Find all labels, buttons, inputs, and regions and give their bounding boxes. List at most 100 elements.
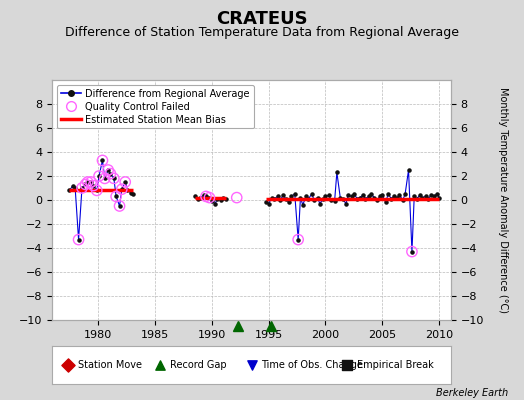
Point [222,196,231,202]
Point [216,197,225,203]
Point [393,194,401,201]
Point [370,194,379,201]
Point [66,187,74,194]
Point [115,203,124,209]
Point [333,169,341,176]
Point [285,199,293,206]
Point [87,179,95,185]
Point [101,175,109,182]
Point [339,196,347,202]
Point [384,191,392,197]
Text: Time of Obs. Change: Time of Obs. Change [261,360,363,370]
Point [313,194,322,201]
Point [399,197,407,203]
Point [353,196,362,202]
Point [319,196,328,202]
Point [83,179,92,185]
Point [106,170,115,177]
Text: CRATEUS: CRATEUS [216,10,308,28]
Point [196,194,204,201]
Point [294,236,302,243]
Text: Difference of Station Temperature Data from Regional Average: Difference of Station Temperature Data f… [65,26,459,39]
Point [376,193,384,200]
Point [433,191,441,197]
Point [99,157,107,164]
Point [367,191,375,197]
Point [123,187,132,194]
Point [424,196,432,202]
Point [347,193,356,200]
Point [233,194,241,201]
Point [156,362,164,368]
Point [205,194,214,201]
Point [287,193,296,200]
Point [281,196,290,202]
Point [110,175,118,182]
Point [294,236,302,243]
Point [211,200,220,207]
Point [112,193,121,200]
Point [408,248,416,255]
Point [395,192,403,198]
Point [104,167,112,173]
Point [429,193,438,200]
Text: Station Move: Station Move [78,360,143,370]
Point [331,198,339,204]
Point [435,194,443,201]
Point [78,185,86,191]
Point [350,191,358,197]
Point [95,173,103,179]
Point [200,192,208,198]
Point [81,181,90,188]
Text: Empirical Break: Empirical Break [357,360,434,370]
Point [387,196,396,202]
Text: Berkeley Earth: Berkeley Earth [436,388,508,398]
Point [427,192,435,198]
Point [117,186,126,192]
Point [308,191,316,197]
Point [121,179,129,185]
Point [110,175,118,182]
Point [95,173,103,179]
Point [389,193,398,200]
Point [127,190,135,196]
Point [405,167,413,173]
Point [87,179,95,185]
Point [219,194,227,201]
Point [104,167,112,173]
Point [325,192,333,198]
Point [83,179,92,185]
Point [112,193,121,200]
Point [342,200,350,207]
Point [101,175,109,182]
Point [421,193,430,200]
Point [64,362,72,368]
Point [93,187,101,194]
Point [129,191,137,197]
Point [412,196,421,202]
Point [74,236,83,243]
Point [408,248,416,255]
Point [89,182,97,189]
Point [276,197,284,203]
Legend: Difference from Regional Average, Quality Control Failed, Estimated Station Mean: Difference from Regional Average, Qualit… [57,85,254,128]
Point [194,196,202,202]
Point [418,194,427,201]
Point [299,202,307,208]
Point [321,193,330,200]
Point [336,194,344,201]
Point [268,194,276,201]
Point [304,196,313,202]
Point [359,192,367,198]
Text: Record Gap: Record Gap [170,360,226,370]
Point [262,199,270,206]
Point [373,197,381,203]
Point [365,193,373,200]
Point [74,236,83,243]
Point [81,181,90,188]
Y-axis label: Monthly Temperature Anomaly Difference (°C): Monthly Temperature Anomaly Difference (… [498,87,508,313]
Point [69,182,77,189]
Point [117,186,126,192]
Point [274,193,282,200]
Point [355,194,364,201]
